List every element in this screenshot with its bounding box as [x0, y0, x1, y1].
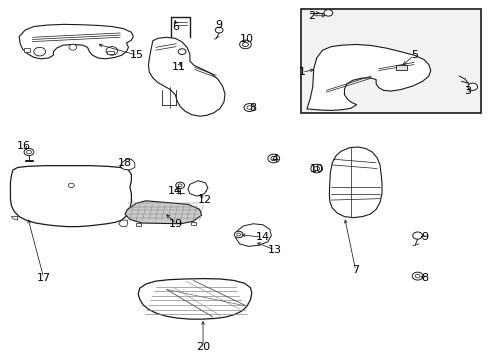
Circle shape: [106, 46, 118, 55]
Text: 2: 2: [307, 11, 315, 21]
Text: 12: 12: [197, 195, 211, 205]
Circle shape: [310, 164, 322, 173]
Circle shape: [215, 27, 223, 33]
Text: 6: 6: [171, 22, 179, 32]
Polygon shape: [306, 44, 430, 111]
Polygon shape: [19, 24, 133, 59]
Polygon shape: [148, 37, 224, 116]
Circle shape: [178, 184, 182, 187]
Text: 20: 20: [196, 342, 210, 352]
Text: 5: 5: [410, 50, 417, 60]
Circle shape: [34, 47, 45, 56]
Polygon shape: [138, 279, 251, 319]
Text: 9: 9: [215, 20, 222, 30]
Text: 10: 10: [240, 35, 253, 44]
Polygon shape: [10, 166, 131, 226]
Circle shape: [270, 156, 276, 161]
Polygon shape: [120, 159, 135, 170]
Circle shape: [467, 83, 477, 90]
Text: 4: 4: [271, 154, 278, 164]
Polygon shape: [329, 147, 381, 218]
Circle shape: [244, 104, 254, 112]
Circle shape: [411, 272, 422, 280]
Circle shape: [412, 232, 422, 239]
Circle shape: [69, 44, 77, 50]
Text: 9: 9: [421, 232, 427, 242]
Circle shape: [242, 42, 248, 46]
Circle shape: [26, 150, 31, 154]
Circle shape: [68, 183, 74, 188]
Text: 16: 16: [17, 141, 31, 151]
Polygon shape: [395, 64, 407, 69]
Text: 17: 17: [37, 273, 51, 283]
Circle shape: [236, 233, 240, 236]
Bar: [300, 9, 480, 113]
Circle shape: [414, 274, 419, 278]
Polygon shape: [24, 48, 30, 51]
Polygon shape: [125, 201, 201, 224]
Polygon shape: [190, 222, 195, 225]
Text: 8: 8: [249, 103, 256, 113]
Text: 19: 19: [169, 219, 183, 229]
Circle shape: [246, 106, 251, 109]
Polygon shape: [119, 220, 127, 226]
Text: 10: 10: [309, 164, 323, 174]
Circle shape: [239, 40, 251, 49]
Polygon shape: [11, 217, 18, 220]
Text: 14: 14: [168, 186, 182, 197]
Text: 1: 1: [298, 67, 305, 77]
Polygon shape: [136, 223, 141, 226]
Circle shape: [267, 154, 279, 163]
Text: 8: 8: [421, 273, 427, 283]
Text: 15: 15: [130, 50, 144, 60]
Polygon shape: [107, 51, 114, 54]
Text: 13: 13: [267, 245, 281, 255]
Circle shape: [324, 10, 332, 16]
Circle shape: [313, 166, 319, 171]
Text: 11: 11: [171, 62, 185, 72]
Circle shape: [234, 231, 243, 238]
Circle shape: [175, 182, 184, 189]
Text: 18: 18: [118, 158, 132, 168]
Polygon shape: [235, 224, 271, 246]
Text: 3: 3: [464, 86, 470, 96]
Text: 14: 14: [255, 232, 269, 242]
Text: 7: 7: [351, 265, 359, 275]
Polygon shape: [187, 181, 207, 196]
Circle shape: [178, 49, 185, 54]
Circle shape: [24, 148, 34, 156]
